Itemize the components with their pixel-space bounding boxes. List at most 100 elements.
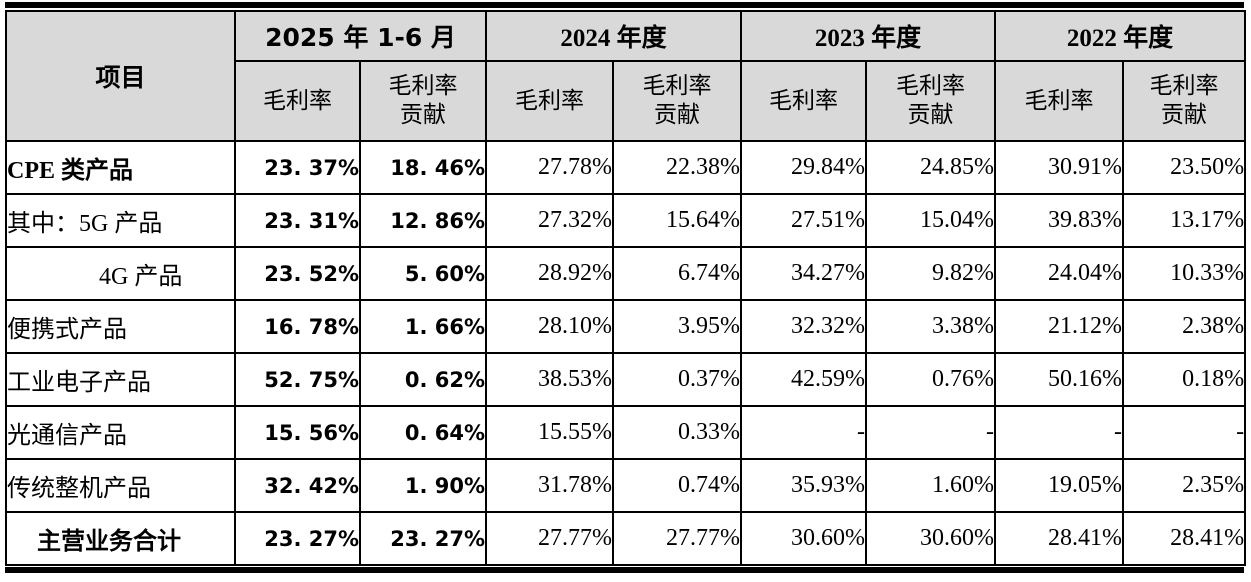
document-page: 项目 2025 年 1-6 月 2024 年度 2023 年度 2022 年度 …	[5, 2, 1247, 573]
value-cell: 32. 42%	[234, 458, 361, 513]
col-header-gross-margin-2023: 毛利率	[740, 60, 868, 142]
value-cell: 21.12%	[994, 299, 1125, 354]
value-cell: 27.51%	[740, 193, 868, 248]
value-cell: 0. 62%	[358, 352, 488, 407]
col-header-item: 项目	[5, 10, 236, 142]
value-cell: 52. 75%	[234, 352, 361, 407]
value-cell: 28.92%	[485, 246, 615, 301]
value-cell: 5. 60%	[358, 246, 488, 301]
value-cell: 29.84%	[740, 140, 868, 195]
value-cell: 13.17%	[1122, 193, 1247, 248]
value-cell: 27.77%	[612, 511, 743, 566]
value-cell: 30.60%	[740, 511, 868, 566]
value-cell: 10.33%	[1122, 246, 1247, 301]
table-row-traditional-complete-units: 传统整机产品 32. 42% 1. 90% 31.78% 0.74% 35.93…	[5, 458, 1247, 513]
table-row-portable-products: 便携式产品 16. 78% 1. 66% 28.10% 3.95% 32.32%…	[5, 299, 1247, 354]
sub-header-row: 毛利率 毛利率 贡献 毛利率 毛利率 贡献 毛利率 毛利率 贡献 毛利率 毛利率…	[6, 60, 1247, 142]
table-bottom-rule	[5, 567, 1244, 573]
value-cell: 23.50%	[1122, 140, 1247, 195]
value-cell: 0.76%	[865, 352, 997, 407]
value-cell: 0.37%	[612, 352, 743, 407]
value-cell: 23. 27%	[234, 511, 361, 566]
value-cell: 23. 31%	[234, 193, 361, 248]
value-cell: 30.60%	[865, 511, 997, 566]
value-cell: 1.60%	[865, 458, 997, 513]
value-cell: 1. 66%	[358, 299, 488, 354]
table-top-rule	[5, 2, 1244, 8]
table-row-main-business-total: 主营业务合计 23. 27% 23. 27% 27.77% 27.77% 30.…	[5, 511, 1247, 566]
col-group-2025h1: 2025 年 1-6 月	[233, 10, 488, 62]
col-header-gross-margin-2022: 毛利率	[994, 60, 1125, 142]
value-cell: 50.16%	[994, 352, 1125, 407]
row-label: 工业电子产品	[5, 352, 236, 407]
value-cell: 3.95%	[612, 299, 743, 354]
value-cell: -	[1122, 405, 1247, 460]
table-row-4g-products: 4G 产品 23. 52% 5. 60% 28.92% 6.74% 34.27%…	[5, 246, 1247, 301]
value-cell: 12. 86%	[358, 193, 488, 248]
value-cell: -	[994, 405, 1125, 460]
value-cell: 6.74%	[612, 246, 743, 301]
value-cell: -	[865, 405, 997, 460]
gross-margin-table: 项目 2025 年 1-6 月 2024 年度 2023 年度 2022 年度 …	[5, 10, 1247, 566]
value-cell: 16. 78%	[234, 299, 361, 354]
value-cell: 15.04%	[865, 193, 997, 248]
value-cell: 9.82%	[865, 246, 997, 301]
value-cell: 30.91%	[994, 140, 1125, 195]
row-label: CPE 类产品	[5, 140, 236, 195]
value-cell: 31.78%	[485, 458, 615, 513]
value-cell: 23. 52%	[234, 246, 361, 301]
table-row-industrial-electronics: 工业电子产品 52. 75% 0. 62% 38.53% 0.37% 42.59…	[5, 352, 1247, 407]
col-group-2022: 2022 年度	[994, 10, 1247, 62]
value-cell: 1. 90%	[358, 458, 488, 513]
value-cell: -	[740, 405, 868, 460]
row-label: 便携式产品	[5, 299, 236, 354]
col-header-gross-margin-2024: 毛利率	[485, 60, 615, 142]
value-cell: 3.38%	[865, 299, 997, 354]
col-group-2023: 2023 年度	[740, 10, 997, 62]
col-header-margin-contribution-2023: 毛利率 贡献	[865, 60, 997, 142]
value-cell: 24.04%	[994, 246, 1125, 301]
value-cell: 39.83%	[994, 193, 1125, 248]
value-cell: 27.78%	[485, 140, 615, 195]
col-header-margin-contribution-2022: 毛利率 贡献	[1122, 60, 1247, 142]
value-cell: 28.10%	[485, 299, 615, 354]
value-cell: 27.32%	[485, 193, 615, 248]
value-cell: 42.59%	[740, 352, 868, 407]
value-cell: 28.41%	[994, 511, 1125, 566]
row-label: 主营业务合计	[5, 511, 236, 566]
year-header-row: 项目 2025 年 1-6 月 2024 年度 2023 年度 2022 年度	[5, 10, 1247, 142]
col-group-2024: 2024 年度	[485, 10, 743, 62]
value-cell: 0.74%	[612, 458, 743, 513]
col-header-margin-contribution-2024: 毛利率 贡献	[612, 60, 743, 142]
row-label: 传统整机产品	[5, 458, 236, 513]
value-cell: 22.38%	[612, 140, 743, 195]
value-cell: 28.41%	[1122, 511, 1247, 566]
value-cell: 15. 56%	[234, 405, 361, 460]
col-header-margin-contribution-2025: 毛利率 贡献	[358, 60, 488, 142]
value-cell: 38.53%	[485, 352, 615, 407]
value-cell: 0. 64%	[358, 405, 488, 460]
value-cell: 23. 27%	[358, 511, 488, 566]
col-header-gross-margin-2025: 毛利率	[234, 60, 361, 142]
value-cell: 2.38%	[1122, 299, 1247, 354]
table-row-5g-products: 其中：5G 产品 23. 31% 12. 86% 27.32% 15.64% 2…	[5, 193, 1247, 248]
value-cell: 0.18%	[1122, 352, 1247, 407]
value-cell: 19.05%	[994, 458, 1125, 513]
value-cell: 0.33%	[612, 405, 743, 460]
table-body: CPE 类产品 23. 37% 18. 46% 27.78% 22.38% 29…	[5, 140, 1247, 566]
value-cell: 15.55%	[485, 405, 615, 460]
row-label: 4G 产品	[5, 246, 236, 301]
value-cell: 2.35%	[1122, 458, 1247, 513]
table-header: 项目 2025 年 1-6 月 2024 年度 2023 年度 2022 年度 …	[5, 10, 1247, 142]
row-label: 其中：5G 产品	[5, 193, 236, 248]
value-cell: 18. 46%	[358, 140, 488, 195]
table-row-optical-comm-products: 光通信产品 15. 56% 0. 64% 15.55% 0.33% - - - …	[5, 405, 1247, 460]
value-cell: 15.64%	[612, 193, 743, 248]
value-cell: 27.77%	[485, 511, 615, 566]
value-cell: 34.27%	[740, 246, 868, 301]
value-cell: 35.93%	[740, 458, 868, 513]
row-label: 光通信产品	[5, 405, 236, 460]
value-cell: 23. 37%	[234, 140, 361, 195]
value-cell: 24.85%	[865, 140, 997, 195]
table-row-cpe-products: CPE 类产品 23. 37% 18. 46% 27.78% 22.38% 29…	[5, 140, 1247, 195]
